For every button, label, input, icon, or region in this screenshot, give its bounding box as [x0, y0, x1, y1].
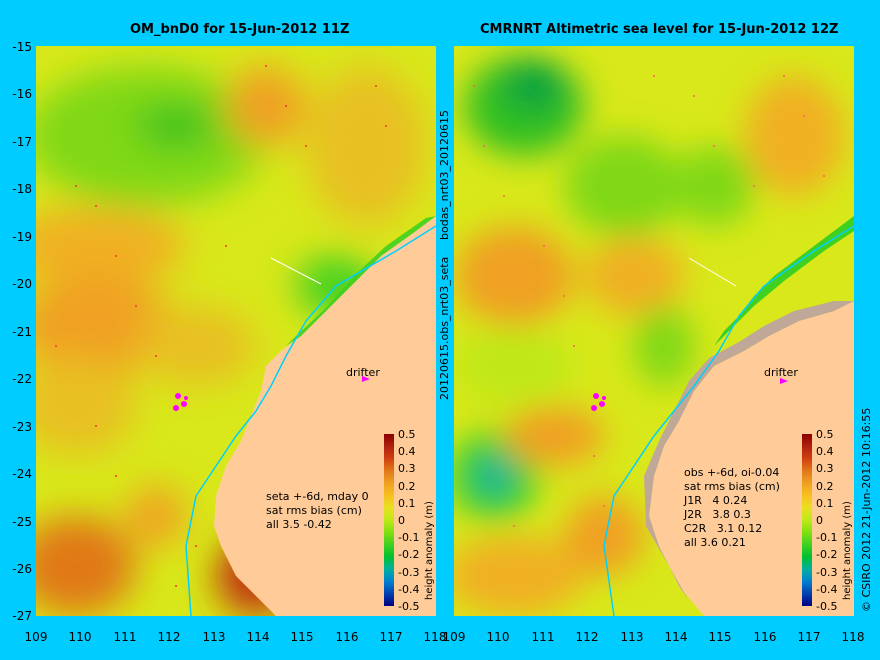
colorbar-tick-label: 0	[816, 514, 823, 527]
y-tick-label: -17	[12, 135, 32, 149]
colorbar-tick-label: -0.1	[398, 531, 420, 545]
y-tick-label: -23	[12, 420, 32, 434]
right-obs-points	[473, 75, 825, 527]
left-land-mass	[214, 216, 436, 616]
x-tick-label: 112	[575, 630, 599, 644]
colorbar-tick-label: 0.5	[398, 428, 416, 441]
x-tick-label: 110	[486, 630, 510, 644]
left-drifter-label: drifter	[346, 366, 380, 379]
x-tick-label: 109	[442, 630, 466, 644]
left-map-panel[interactable]	[36, 46, 436, 616]
right-run-label: bodas_nrt03_20120615	[438, 110, 451, 240]
x-tick-label: 110	[68, 630, 92, 644]
colorbar-tick-label: 0.3	[816, 462, 834, 476]
y-tick-label: -15	[12, 40, 32, 54]
x-tick-label: 111	[531, 630, 555, 644]
left-colorbar	[384, 434, 394, 606]
colorbar-tick-label: 0.2	[398, 479, 416, 493]
y-tick-label: -26	[12, 562, 32, 576]
left-ship-track	[185, 225, 436, 616]
x-tick-label: 116	[335, 630, 359, 644]
left-stats-text: seta +-6d, mday 0 sat rms bias (cm) all …	[266, 490, 369, 531]
y-tick-label: -24	[12, 467, 32, 481]
right-map-svg	[454, 46, 854, 616]
right-ship-track	[603, 225, 854, 616]
x-tick-label: 115	[290, 630, 314, 644]
copyright-label: © CSIRO 2012 21-Jun-2012 10:16:55	[860, 407, 873, 612]
y-tick-label: -21	[12, 325, 32, 339]
right-stats-text: obs +-6d, oi-0.04 sat rms bias (cm) J1R …	[684, 466, 780, 549]
left-map-svg	[36, 46, 436, 616]
x-tick-label: 109	[24, 630, 48, 644]
colorbar-tick-label: 0.4	[816, 445, 834, 459]
colorbar-tick-label: 0.5	[816, 428, 834, 441]
left-colorbar-label: height anomaly (m)	[424, 501, 435, 600]
left-drifter-marker	[362, 376, 370, 382]
right-colorbar	[802, 434, 812, 606]
colorbar-tick-label: -0.1	[816, 531, 838, 545]
right-map-title: CMRNRT Altimetric sea level for 15-Jun-2…	[480, 22, 839, 37]
right-colorbar-label: height anomaly (m)	[842, 501, 853, 600]
right-drifter-marker	[780, 378, 788, 384]
y-tick-label: -18	[12, 182, 32, 196]
x-tick-label: 118	[841, 630, 865, 644]
colorbar-tick-label: -0.3	[816, 565, 838, 579]
x-tick-label: 111	[113, 630, 137, 644]
y-tick-label: -25	[12, 515, 32, 529]
x-tick-label: 114	[246, 630, 270, 644]
colorbar-tick-label: -0.4	[816, 582, 838, 596]
y-tick-label: -20	[12, 277, 32, 291]
colorbar-tick-label: 0.3	[398, 462, 416, 476]
colorbar-tick-label: 0.2	[816, 479, 834, 493]
colorbar-tick-label: 0.1	[398, 496, 416, 510]
y-tick-label: -27	[12, 609, 32, 623]
y-tick-label: -19	[12, 230, 32, 244]
x-tick-label: 113	[620, 630, 644, 644]
right-drifter-label: drifter	[764, 366, 798, 379]
left-map-title: OM_bnD0 for 15-Jun-2012 11Z	[130, 22, 350, 37]
x-tick-label: 117	[797, 630, 821, 644]
colorbar-tick-label: -0.5	[398, 600, 420, 613]
left-run-label: 20120615.obs_nrt03_seta	[438, 256, 451, 400]
y-tick-label: -22	[12, 372, 32, 386]
x-tick-label: 117	[379, 630, 403, 644]
colorbar-tick-label: 0	[398, 514, 405, 527]
colorbar-tick-label: 0.1	[816, 496, 834, 510]
colorbar-tick-label: -0.3	[398, 565, 420, 579]
x-tick-label: 118	[423, 630, 447, 644]
x-tick-label: 112	[157, 630, 181, 644]
colorbar-tick-label: -0.2	[398, 548, 420, 562]
left-obs-points	[55, 65, 387, 587]
x-tick-label: 116	[753, 630, 777, 644]
x-tick-label: 114	[664, 630, 688, 644]
right-map-panel[interactable]	[454, 46, 854, 616]
colorbar-tick-label: 0.4	[398, 445, 416, 459]
colorbar-tick-label: -0.5	[816, 600, 838, 613]
x-tick-label: 115	[708, 630, 732, 644]
y-tick-label: -16	[12, 87, 32, 101]
x-tick-label: 113	[202, 630, 226, 644]
colorbar-tick-label: -0.2	[816, 548, 838, 562]
colorbar-tick-label: -0.4	[398, 582, 420, 596]
